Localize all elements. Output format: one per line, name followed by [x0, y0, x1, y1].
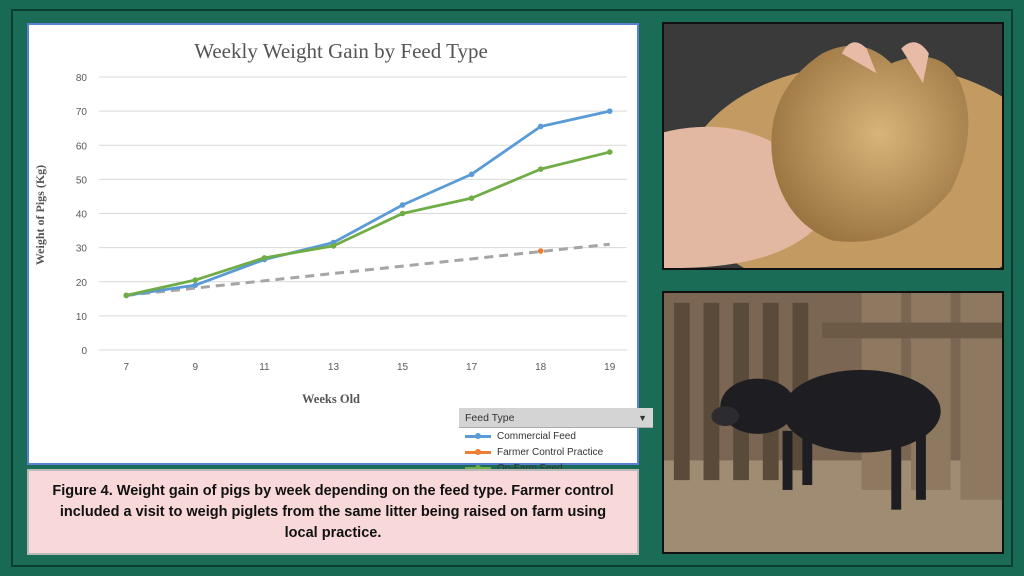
chart-panel: 0 10 20 30 40 50 60 70 80 7 9 11 13 15 17 18 19 Weekly …	[27, 23, 653, 474]
legend[interactable]: Feed Type ▼ Commercial Feed Farmer Contro…	[459, 408, 653, 480]
data-point	[399, 210, 406, 217]
data-point	[537, 166, 544, 172]
gridlines	[99, 76, 627, 351]
x-tick-label: 11	[259, 362, 270, 373]
x-tick-label: 19	[604, 362, 616, 373]
trendline	[126, 242, 610, 297]
y-tick-label: 30	[76, 244, 88, 255]
y-tick-label: 40	[76, 210, 88, 221]
legend-item[interactable]: Commercial Feed	[459, 428, 653, 444]
feed-photo	[662, 22, 1004, 270]
chart-title: Weekly Weight Gain by Feed Type	[194, 39, 488, 63]
legend-header[interactable]: Feed Type ▼	[459, 408, 653, 428]
y-axis-label: Weight of Pigs (Kg)	[33, 165, 47, 265]
legend-item[interactable]: Farmer Control Practice	[459, 444, 653, 460]
y-tick-label: 10	[76, 312, 88, 323]
x-tick-label: 13	[328, 362, 340, 373]
legend-item[interactable]: On-Farm Feed	[459, 460, 653, 476]
data-point	[468, 171, 475, 178]
series-line-2	[125, 150, 611, 297]
data-point	[537, 123, 544, 130]
legend-swatch	[465, 464, 491, 471]
legend-swatch	[465, 432, 491, 439]
figure-caption: Figure 4. Weight gain of pigs by week de…	[27, 469, 639, 555]
x-tick-labels: 7 9 11 13 15 17 18 19	[123, 362, 615, 373]
y-tick-label: 20	[76, 278, 88, 289]
data-point	[606, 149, 613, 155]
y-tick-label: 70	[76, 107, 88, 118]
data-point	[123, 292, 130, 299]
series-line-0	[126, 109, 611, 297]
y-tick-labels: 0 10 20 30 40 50 60 70 80	[76, 73, 88, 357]
y-tick-label: 50	[76, 175, 88, 186]
legend-label: On-Farm Feed	[497, 462, 563, 474]
x-tick-label: 15	[397, 362, 409, 373]
caption-text: Weight gain of pigs by week depending on…	[59, 482, 614, 541]
data-point	[399, 202, 406, 208]
data-point	[606, 108, 613, 114]
legend-label: Farmer Control Practice	[497, 446, 604, 458]
x-tick-label: 17	[466, 362, 478, 373]
data-point	[330, 243, 337, 249]
x-axis-label: Weeks Old	[302, 392, 360, 406]
trendline-farmer-control	[126, 242, 610, 297]
pig-photo	[662, 291, 1004, 554]
legend-title: Feed Type	[465, 411, 515, 424]
x-tick-label: 18	[535, 362, 547, 373]
legend-swatch	[465, 448, 491, 455]
legend-label: Commercial Feed	[497, 430, 576, 442]
data-point	[192, 277, 199, 283]
line-chart: 0 10 20 30 40 50 60 70 80 7 9 11 13 15 17 18 19 Weekly …	[33, 39, 627, 406]
x-tick-label: 9	[193, 362, 199, 373]
data-point	[261, 255, 268, 261]
series-lines	[123, 108, 613, 299]
data-point	[192, 282, 199, 288]
x-tick-label: 7	[123, 362, 129, 373]
triangle-down-icon[interactable]: ▼	[638, 412, 647, 423]
data-point	[468, 195, 475, 201]
y-tick-label: 60	[76, 141, 88, 152]
y-tick-label: 80	[76, 73, 88, 84]
y-tick-label: 0	[81, 346, 87, 357]
caption-label: Figure 4.	[52, 482, 113, 499]
data-point	[537, 248, 544, 254]
